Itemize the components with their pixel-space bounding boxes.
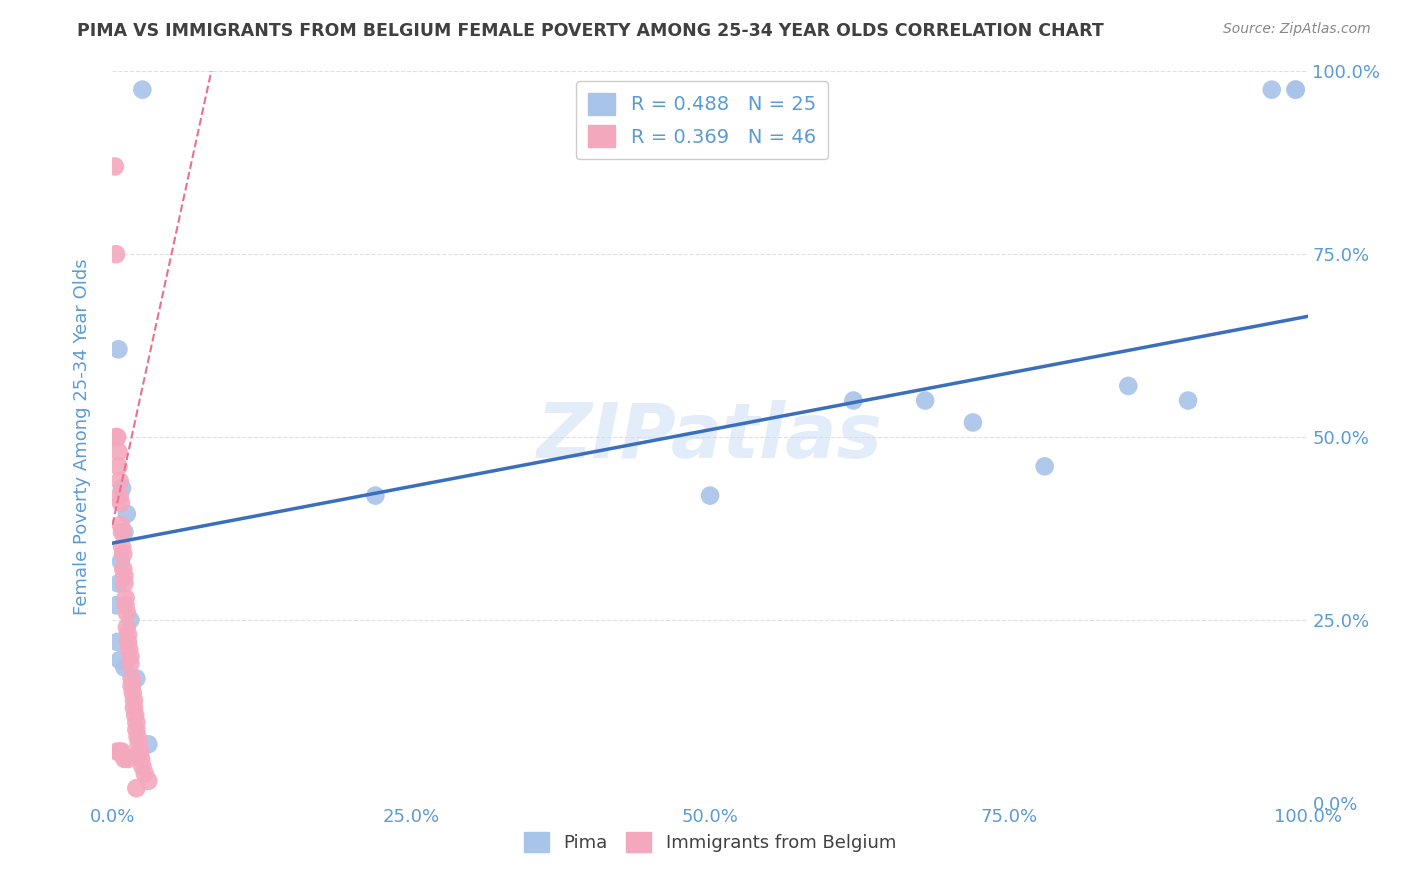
Point xyxy=(115,507,138,521)
Point xyxy=(134,766,156,780)
Point xyxy=(138,737,160,751)
Legend: Pima, Immigrants from Belgium: Pima, Immigrants from Belgium xyxy=(517,824,903,860)
Point xyxy=(112,562,135,576)
Point xyxy=(111,540,134,554)
Point xyxy=(118,642,141,657)
Point xyxy=(121,672,143,686)
Y-axis label: Female Poverty Among 25-34 Year Olds: Female Poverty Among 25-34 Year Olds xyxy=(73,259,91,615)
Point xyxy=(111,745,134,759)
Point xyxy=(962,416,984,430)
Point xyxy=(114,569,135,583)
Point xyxy=(107,576,129,591)
Point xyxy=(104,160,127,174)
Point xyxy=(125,715,148,730)
Point xyxy=(125,672,148,686)
Point xyxy=(1033,459,1056,474)
Point xyxy=(114,576,135,591)
Point xyxy=(108,489,131,503)
Point xyxy=(842,393,865,408)
Point xyxy=(114,525,135,540)
Point xyxy=(105,430,128,444)
Point xyxy=(364,489,387,503)
Point xyxy=(108,745,131,759)
Point xyxy=(121,686,143,700)
Point xyxy=(122,693,145,707)
Point xyxy=(108,653,131,667)
Point xyxy=(1118,379,1140,393)
Point xyxy=(128,737,150,751)
Point xyxy=(110,496,132,510)
Point xyxy=(131,759,153,773)
Point xyxy=(121,679,143,693)
Point xyxy=(120,649,142,664)
Point xyxy=(1285,83,1308,97)
Text: ZIPatlas: ZIPatlas xyxy=(537,401,883,474)
Point xyxy=(117,627,139,641)
Point xyxy=(127,730,149,744)
Point xyxy=(107,444,129,458)
Point xyxy=(114,599,136,613)
Point xyxy=(110,554,132,568)
Point xyxy=(1261,83,1284,97)
Point xyxy=(114,752,135,766)
Point xyxy=(111,481,134,495)
Point xyxy=(131,83,153,97)
Point xyxy=(112,547,135,561)
Point xyxy=(105,430,128,444)
Point xyxy=(107,459,129,474)
Point xyxy=(124,708,146,723)
Point xyxy=(105,745,128,759)
Point xyxy=(115,606,138,620)
Point xyxy=(125,723,148,737)
Point xyxy=(120,613,142,627)
Point xyxy=(138,773,160,788)
Point xyxy=(114,660,135,674)
Point xyxy=(1285,83,1308,97)
Point xyxy=(108,474,131,488)
Point xyxy=(105,635,128,649)
Text: PIMA VS IMMIGRANTS FROM BELGIUM FEMALE POVERTY AMONG 25-34 YEAR OLDS CORRELATION: PIMA VS IMMIGRANTS FROM BELGIUM FEMALE P… xyxy=(77,22,1104,40)
Point xyxy=(115,620,138,634)
Point xyxy=(122,700,145,714)
Point xyxy=(105,599,128,613)
Point xyxy=(129,752,152,766)
Point xyxy=(699,489,721,503)
Point xyxy=(117,635,139,649)
Point xyxy=(1177,393,1199,408)
Point xyxy=(110,517,132,532)
Point xyxy=(914,393,936,408)
Point xyxy=(125,781,148,796)
Point xyxy=(120,657,142,671)
Point xyxy=(117,752,139,766)
Point xyxy=(129,745,152,759)
Point xyxy=(107,343,129,357)
Point xyxy=(105,247,128,261)
Text: Source: ZipAtlas.com: Source: ZipAtlas.com xyxy=(1223,22,1371,37)
Point xyxy=(114,591,136,605)
Point xyxy=(111,525,134,540)
